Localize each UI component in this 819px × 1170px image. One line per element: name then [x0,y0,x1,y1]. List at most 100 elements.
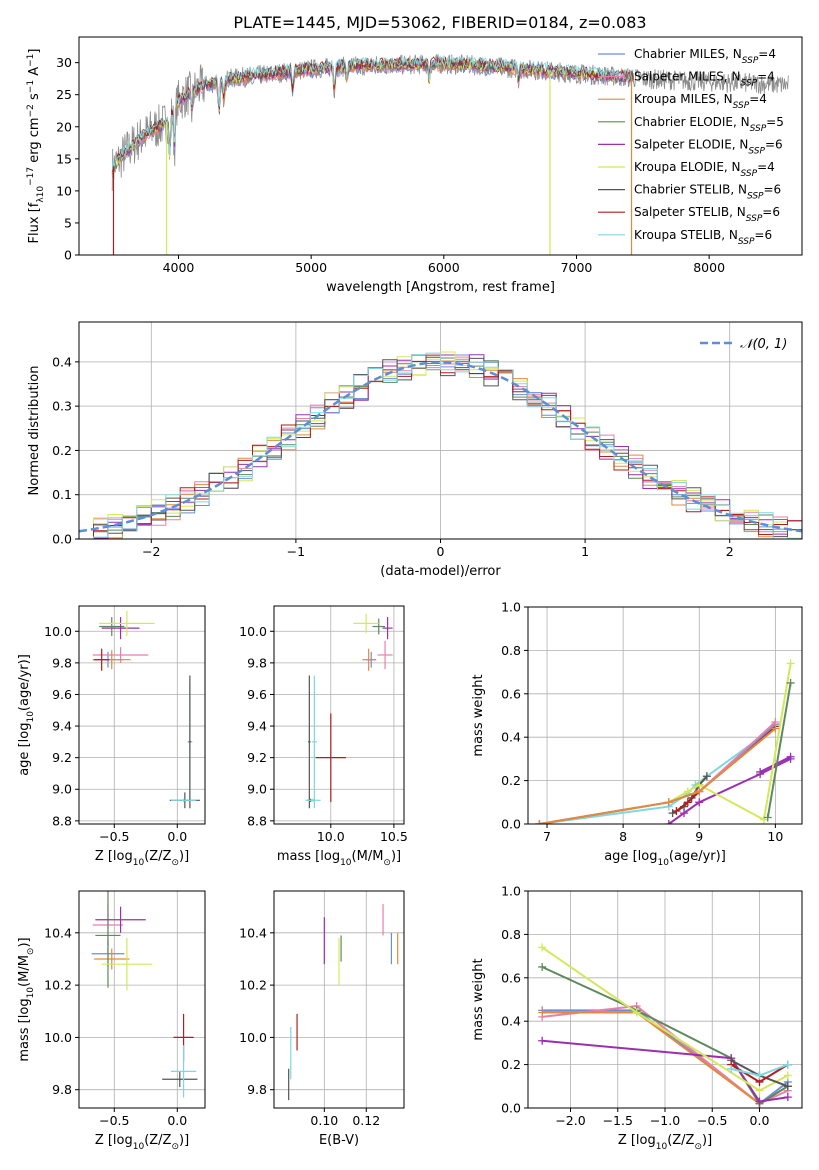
figure-panels: 4000 5000 6000 7000 8000051015202530waveleng… [17,36,803,1152]
label-part: ⊙ [383,858,391,868]
label-part: mass [log [277,849,340,864]
legend-entry: Kroupa STELIB, NSSP=6 [634,228,772,247]
error-bar-point [311,675,317,809]
weight-marker [783,1071,792,1080]
weight-marker [755,1071,764,1080]
y-tick-label: 9.4 [52,719,72,734]
error-bar-point [101,938,153,991]
plot-area [535,659,795,824]
legend-entry-sub: SSP [738,237,755,247]
y-tick-label: 10 [56,183,72,198]
y-tick-label: 10.2 [44,978,72,993]
y-tick-label: 9.8 [247,1082,267,1097]
error-bar-point [362,648,375,671]
plot-area [305,613,393,809]
legend-entry: Salpeter ELODIE, NSSP=6 [634,137,783,156]
weight-marker [538,943,547,952]
weight-series-line [542,1039,788,1103]
y-tick-label: 0.0 [501,1101,521,1116]
weight-marker [755,1086,764,1095]
weight-marker [632,1008,641,1017]
legend-entry: Salpeter STELIB, NSSP=6 [634,205,780,224]
label-part: Z [log [95,849,133,864]
y-tick-label: 0.3 [52,399,72,414]
plot-area [79,351,802,539]
legend-entry-count: =4 [757,70,775,84]
label-part: erg cm [27,117,42,166]
panel-mass_vs_Z: −0.5 0.09.810.010.210.4Z [log10(Z/Z⊙)]mas… [17,890,206,1152]
error-bar-point [94,648,110,671]
plot-area [91,891,198,1098]
legend-entry-count: =6 [762,205,780,219]
label-part: 10 [36,186,46,198]
label-part: (age/yr)] [17,654,32,711]
weight-marker [786,752,795,761]
legend-entry-sub: SSP [733,101,750,111]
weight-series-line [759,755,792,773]
error-bar-point [99,610,155,637]
label-part: ⊙ [26,948,36,956]
legend-entry-name: Chabrier STELIB, N [634,183,747,197]
x-tick-label: −1.5 [603,1113,633,1128]
label-part: 10 [340,858,352,868]
x-tick-label: −2 [142,544,160,559]
weight-marker [683,787,692,796]
error-bar-point [162,1071,198,1088]
plot-area [538,943,792,1108]
legend-entry: Salpeter MILES, NSSP=4 [634,70,775,89]
y-tick-label: 9.6 [247,687,267,702]
legend-entry: Chabrier ELODIE, NSSP=5 [634,115,784,134]
axes-frame [273,605,405,825]
y-tick-label: 9.2 [247,750,267,765]
weight-marker [755,1097,764,1106]
y-tick-label: 0.2 [501,773,521,788]
x-tick-label: 4000 [163,260,195,275]
panel-weight_vs_Z: −2.0 −1.5 −1.0 −0.5 0.0 0.0 0.2 0.4 0.6 0.8 1.0 Z [… [471,884,803,1152]
x-tick-label: −1.0 [650,1113,680,1128]
x-tick-label: 0.0 [750,1113,770,1128]
weight-marker [695,787,704,796]
y-tick-label: 0.6 [501,970,521,985]
weight-marker [538,1036,547,1045]
label-part: 10 [656,1142,668,1152]
y-tick-label: 10.0 [44,624,72,639]
x-tick-label: 9 [695,829,703,844]
label-part: age [log [17,723,32,776]
y-tick-label: 10.4 [239,925,267,940]
y-tick-label: 10.2 [239,978,267,993]
legend-entry-name: Salpeter MILES, N [634,70,741,84]
axes: 4000 5000 6000 7000 8000 0 5 10 15 20 25 30 waveleng… [26,36,803,295]
x-tick-label: 0.12 [352,1113,380,1128]
legend-entry-sub: SSP [746,214,763,224]
y-tick-label: 0.1 [52,487,72,502]
x-tick-label: 10.0 [317,829,345,844]
weight-marker [664,820,673,824]
weight-marker [783,1082,792,1091]
label-part: ] [27,49,42,54]
legend-entry-count: =4 [758,47,776,61]
label-part: 10 [26,711,36,723]
label-part: )] [179,1133,189,1148]
y-axis-label: mass weight [471,958,486,1040]
panel-age_vs_Z: −0.5 0.08.89.09.29.49.69.810.0Z [log10(Z/… [17,605,206,868]
axes: −0.5 0.09.810.010.210.4Z [log10(Z/Z⊙)]mas… [17,890,206,1152]
error-bar-point [95,906,146,933]
weight-marker [672,806,681,815]
error-bar-point [188,675,192,809]
label-part: s [27,93,42,104]
x-axis-label: Z [log10(Z/Z⊙)] [618,1133,712,1152]
weight-marker [786,678,795,687]
y-tick-label: 30 [56,55,72,70]
error-bar-point [95,891,121,988]
axes-frame [78,890,206,1109]
weight-marker [680,809,689,818]
legend-entry-name: Kroupa MILES, N [634,92,733,106]
x-tick-label: 10.5 [380,829,408,844]
legend-entry-count: =5 [766,115,784,129]
axes: 0.10 0.12 9.8 10.0 10.2 10.4 E(B-V) [239,890,405,1148]
y-tick-label: 9.4 [247,719,267,734]
label-part: age [log [604,849,657,864]
weight-series-line [539,727,777,824]
